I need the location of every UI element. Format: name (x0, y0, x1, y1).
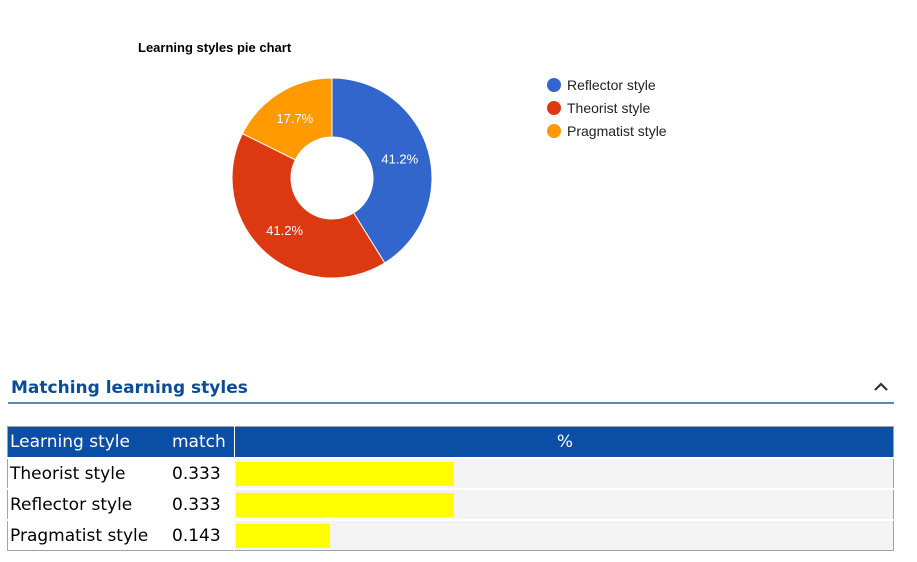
percent-bar (236, 523, 330, 548)
slice-label: 41.2% (266, 223, 303, 238)
section-title: Matching learning styles (11, 378, 248, 398)
cell-match: 0.143 (170, 519, 235, 551)
cell-match: 0.333 (170, 488, 235, 520)
column-header-percent: % (234, 426, 894, 458)
cell-match: 0.333 (170, 457, 235, 489)
legend-entry: Theorist style (567, 100, 650, 116)
cell-learning-style: Reflector style (7, 488, 170, 520)
slice-label: 17.7% (276, 111, 313, 126)
table-row: Theorist style 0.333 (7, 457, 894, 489)
pie-slice-theorist-style (231, 132, 386, 279)
column-header-match: match (170, 426, 235, 458)
legend-marker (547, 78, 561, 92)
chevron-up-icon[interactable] (872, 378, 890, 396)
percent-bar (236, 461, 454, 486)
learning-styles-table: Learning style match % Theorist style 0.3… (7, 426, 894, 551)
legend-entry: Pragmatist style (567, 123, 667, 139)
legend-marker (547, 124, 561, 138)
table-row: Reflector style 0.333 (7, 488, 894, 520)
cell-percent-bar (234, 457, 894, 489)
cell-percent-bar (234, 519, 894, 551)
pie-slice-reflector-style (331, 77, 433, 264)
legend-entry: Reflector style (567, 77, 656, 93)
cell-percent-bar (234, 488, 894, 520)
pie-slice-pragmatist-style (241, 77, 333, 161)
table-header-row: Learning style match % (7, 426, 894, 458)
chart-title: Learning styles pie chart (138, 40, 292, 55)
percent-bar (236, 492, 454, 517)
slice-label: 41.2% (381, 152, 418, 167)
legend-marker (547, 101, 561, 115)
column-header-learning-style: Learning style (7, 426, 170, 458)
table-row: Pragmatist style 0.143 (7, 519, 894, 551)
pie-chart: Learning styles pie chart 41.2% 41.2% 17.7… (138, 40, 667, 279)
cell-learning-style: Theorist style (7, 457, 170, 489)
section-header[interactable]: Matching learning styles (8, 374, 894, 404)
cell-learning-style: Pragmatist style (7, 519, 170, 551)
